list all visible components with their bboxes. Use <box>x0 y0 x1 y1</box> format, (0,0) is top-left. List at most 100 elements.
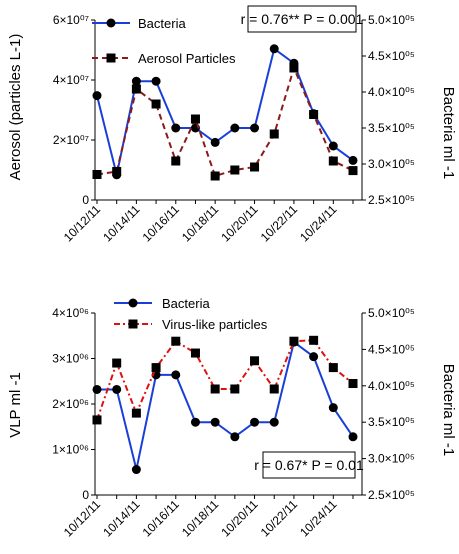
y-tick-label-right: 3.0×10⁰⁵ <box>368 157 415 171</box>
stat-annotation: r = 0.67* P = 0.01 <box>254 457 364 473</box>
data-point-bacteria <box>92 384 102 394</box>
y-tick-label-right: 3.5×10⁰⁵ <box>368 121 415 135</box>
y-tick-label-left: 3×10⁰⁶ <box>52 352 89 366</box>
data-point-bacteria <box>328 141 338 151</box>
data-point-aerosol <box>250 162 260 172</box>
series-line-bacteria <box>97 340 354 470</box>
series-line-virus-like-particles <box>96 339 354 421</box>
data-point-vlp <box>190 348 200 358</box>
y-axis-label-right: Bacteria ml -1 <box>440 87 457 180</box>
y-tick-label-left: 0 <box>82 193 89 207</box>
data-point-aerosol <box>151 99 161 109</box>
y-tick-label-left: 4×10⁰⁷ <box>53 73 89 87</box>
legend-marker-bacteria <box>128 298 138 308</box>
data-point-aerosol <box>131 84 141 94</box>
y-tick-label-right: 5.0×10⁰⁵ <box>368 13 415 27</box>
legend-label-bacteria: Bacteria <box>138 16 186 31</box>
y-axis-label-right: Bacteria ml -1 <box>440 364 457 457</box>
y-tick-label-right: 2.5×10⁰⁵ <box>368 488 415 502</box>
x-tick-label: 10/14/11 <box>100 497 143 540</box>
data-point-vlp <box>348 379 358 389</box>
y-tick-label-right: 2.5×10⁰⁵ <box>368 193 415 207</box>
x-tick-label: 10/22/11 <box>258 202 301 245</box>
y-tick-label-left: 6×10⁰⁷ <box>53 13 89 27</box>
bottom-panel: VLP ml -1 Bacteria ml -1 0 1×10⁰⁶ 2×10⁰⁶ 3×… <box>7 296 457 540</box>
data-point-vlp <box>309 335 319 345</box>
data-point-bacteria <box>269 44 279 54</box>
data-point-vlp <box>151 363 161 373</box>
data-point-bacteria <box>92 91 102 101</box>
x-tick-label: 10/22/11 <box>258 497 301 540</box>
y-tick-label-right: 3.0×10⁰⁵ <box>368 452 415 466</box>
data-point-bacteria <box>210 417 220 427</box>
data-point-vlp <box>92 415 102 425</box>
x-tick-label: 10/18/11 <box>179 202 222 245</box>
data-point-aerosol <box>112 167 122 176</box>
data-point-bacteria <box>131 465 141 475</box>
legend-label-aerosol: Aerosol Particles <box>138 51 236 66</box>
x-tick-label: 10/16/11 <box>140 497 183 540</box>
data-point-bacteria <box>328 403 338 413</box>
y-tick-label-right: 4.0×10⁰⁵ <box>368 379 415 393</box>
legend-marker-vlp <box>128 319 138 329</box>
x-tick-label: 10/16/11 <box>140 202 183 245</box>
data-point-aerosol <box>269 129 279 139</box>
x-tick-label: 10/14/11 <box>100 202 143 245</box>
data-point-aerosol <box>328 156 338 166</box>
data-point-bacteria <box>269 417 279 427</box>
data-point-bacteria <box>112 384 122 394</box>
y-axis-label-left: Aerosol (particles L-1) <box>7 34 24 181</box>
x-tick-label: 10/24/11 <box>297 497 340 540</box>
y-tick-label-right: 3.5×10⁰⁵ <box>368 415 415 429</box>
y-tick-label-right: 4.5×10⁰⁵ <box>368 342 415 356</box>
y-tick-label-right: 5.0×10⁰⁵ <box>368 306 415 320</box>
data-point-bacteria <box>250 417 260 427</box>
y-tick-label-left: 1×10⁰⁶ <box>52 443 89 457</box>
stat-box <box>247 5 357 33</box>
y-tick-label-right: 4.0×10⁰⁵ <box>368 85 415 99</box>
data-point-aerosol <box>190 114 200 124</box>
data-point-aerosol <box>289 63 299 73</box>
top-panel: Aerosol (particles L-1) Bacteria ml -1 0… <box>7 5 457 245</box>
data-point-aerosol <box>92 170 102 179</box>
data-point-bacteria <box>230 432 240 442</box>
data-point-bacteria <box>309 352 319 362</box>
x-tick-label: 10/24/11 <box>297 202 340 245</box>
legend-label-vlp: Virus-like particles <box>162 317 268 332</box>
y-axis-label-left: VLP ml -1 <box>7 372 24 438</box>
data-point-vlp <box>210 384 220 394</box>
x-tick-label: 10/20/11 <box>218 497 261 540</box>
data-point-bacteria <box>250 123 260 133</box>
data-point-bacteria <box>230 123 240 133</box>
data-point-aerosol <box>171 156 181 166</box>
data-point-bacteria <box>348 432 358 442</box>
data-point-vlp <box>328 363 338 373</box>
x-tick-label: 10/18/11 <box>179 497 222 540</box>
legend-marker-aerosol <box>106 53 116 63</box>
stat-box <box>262 451 356 479</box>
data-point-bacteria <box>131 76 141 86</box>
data-point-bacteria <box>171 123 181 133</box>
data-point-vlp <box>250 356 260 366</box>
data-point-bacteria <box>348 155 358 165</box>
y-tick-label-left: 4×10⁰⁶ <box>52 306 89 320</box>
y-tick-label-right: 4.5×10⁰⁵ <box>368 49 415 63</box>
data-point-aerosol <box>230 165 240 175</box>
data-point-aerosol <box>309 110 319 119</box>
data-point-aerosol <box>348 166 358 176</box>
data-point-bacteria <box>151 76 161 86</box>
data-point-vlp <box>131 408 141 418</box>
y-tick-label-left: 2×10⁰⁶ <box>52 397 89 411</box>
data-point-vlp <box>171 336 181 346</box>
x-tick-label: 10/20/11 <box>218 202 261 245</box>
x-tick-label: 10/12/11 <box>61 497 104 540</box>
data-point-bacteria <box>190 417 200 427</box>
y-tick-label-left: 0 <box>82 488 89 502</box>
data-point-vlp <box>230 384 240 394</box>
data-point-vlp <box>289 336 299 346</box>
legend-marker-bacteria <box>106 18 116 28</box>
data-point-aerosol <box>210 171 220 181</box>
legend-label-bacteria: Bacteria <box>162 296 210 311</box>
data-point-vlp <box>269 384 279 394</box>
